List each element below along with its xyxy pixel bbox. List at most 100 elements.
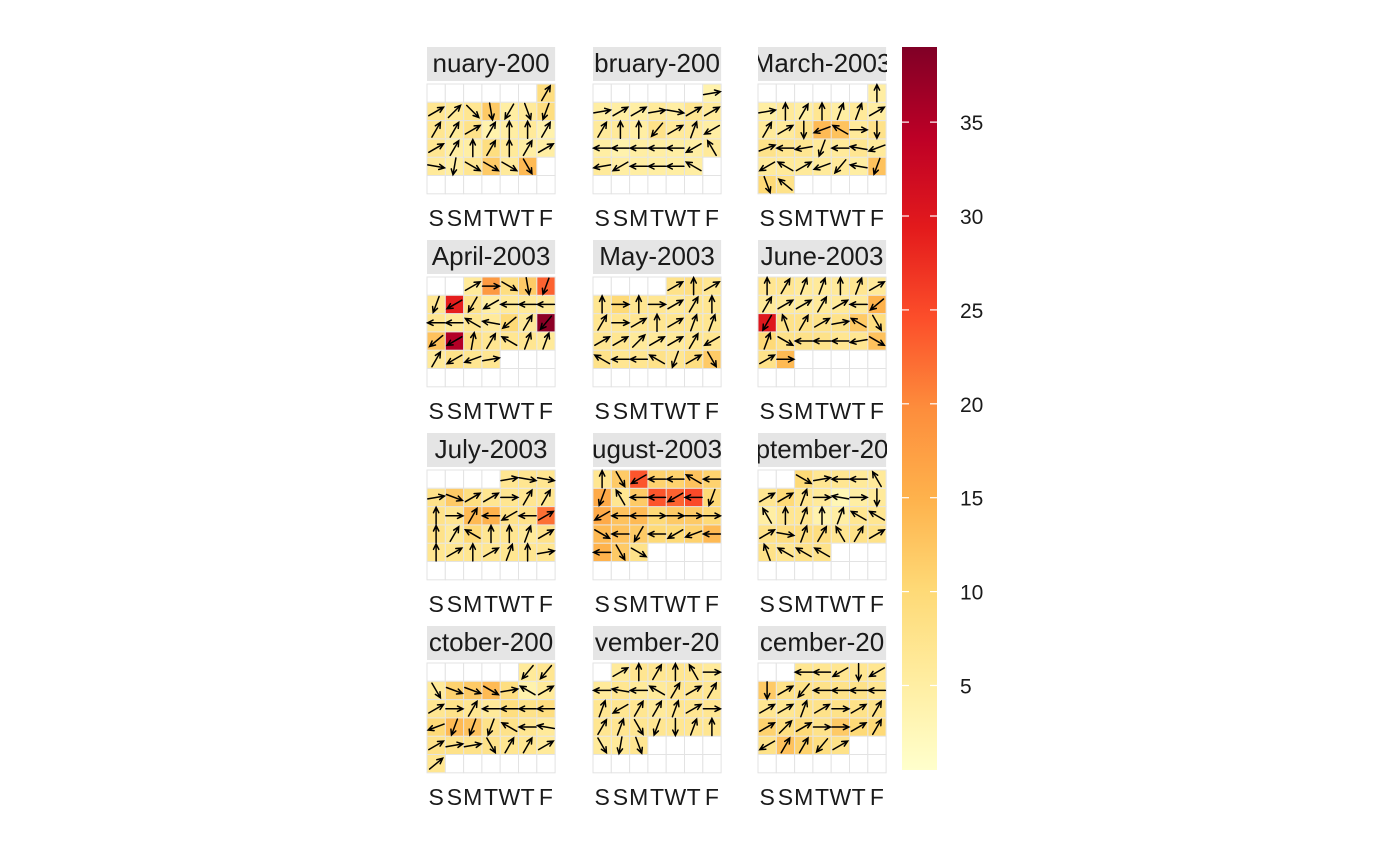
weekday-label: W [498,398,520,424]
weekday-label: S [594,784,609,810]
legend-colour-bar [902,47,937,770]
calendar-empty-cell [666,736,684,754]
calendar-empty-cell [427,663,445,681]
calendar-empty-cell [758,470,776,488]
weekday-label: T [815,784,829,810]
weekday-label: S [613,398,628,424]
legend-tick-label: 25 [960,300,983,323]
calendar-empty-cell [427,84,445,102]
calendar-empty-cell [630,369,648,387]
calendar-empty-cell [666,176,684,194]
weekday-label: W [664,591,686,617]
calendar-empty-cell [427,176,445,194]
calendar-empty-cell [666,562,684,580]
calendar-empty-cell [813,369,831,387]
weekday-label: S [447,784,462,810]
calendar-empty-cell [427,470,445,488]
calendar-empty-cell [482,755,500,773]
calendar-empty-cell [758,369,776,387]
calendar-empty-cell [630,562,648,580]
calendar-empty-cell [666,369,684,387]
month-panel: bruary-200S S M T W T F [593,47,721,231]
calendar-empty-cell [868,176,886,194]
weekday-label: S [778,591,793,617]
weekday-label: F [705,784,719,810]
calendar-empty-cell [427,562,445,580]
calendar-empty-cell [427,277,445,295]
calendar-empty-cell [758,562,776,580]
weekday-label: T [650,398,664,424]
calendar-empty-cell [445,176,463,194]
legend-tick-label: 5 [960,675,972,698]
calendar-empty-cell [464,369,482,387]
panel-title: March-2003 [753,48,892,78]
calendar-empty-cell [537,350,555,368]
calendar-empty-cell [685,369,703,387]
weekday-label: S [778,784,793,810]
weekday-label: S [594,398,609,424]
calendar-empty-cell [519,350,537,368]
calendar-empty-cell [831,350,849,368]
weekday-label: M [794,784,813,810]
weekday-label: T [852,591,866,617]
weekday-label: M [463,784,482,810]
weekday-label: S [778,398,793,424]
month-panel: ugust-2003S S M T W T F [592,433,722,617]
weekday-label: F [539,591,553,617]
panel-title: cember-20 [760,627,884,657]
calendar-empty-cell [482,369,500,387]
month-panel: April-2003S S M T W T F [427,240,555,424]
calendar-empty-cell [850,84,868,102]
calendar-empty-cell [630,755,648,773]
calendar-empty-cell [850,562,868,580]
weekday-label: F [870,784,884,810]
calendar-empty-cell [850,755,868,773]
calendar-empty-cell [703,736,721,754]
calendar-empty-cell [464,562,482,580]
calendar-empty-cell [593,176,611,194]
calendar-empty-cell [593,277,611,295]
calendar-empty-cell [445,369,463,387]
calendar-empty-cell [831,369,849,387]
weekday-label: T [852,205,866,231]
calendar-empty-cell [630,277,648,295]
calendar-empty-cell [500,755,518,773]
weekday-label: T [815,398,829,424]
calendar-empty-cell [593,755,611,773]
calendar-empty-cell [537,176,555,194]
calendar-empty-cell [648,736,666,754]
weekday-label: T [815,591,829,617]
weekday-label: M [629,591,648,617]
calendar-empty-cell [482,176,500,194]
calendar-empty-cell [611,562,629,580]
weekday-label: F [539,398,553,424]
calendar-empty-cell [445,755,463,773]
month-panel: March-2003S S M T W T F [753,47,892,231]
calendar-empty-cell [593,562,611,580]
calendar-empty-cell [831,755,849,773]
calendar-empty-cell [795,350,813,368]
panel-title: nuary-200 [433,48,550,78]
weekday-label: S [447,591,462,617]
calendar-empty-cell [868,369,886,387]
calendar-empty-cell [685,562,703,580]
weekday-label: F [870,205,884,231]
calendar-empty-cell [519,84,537,102]
weekday-label: S [594,205,609,231]
calendar-empty-cell [850,543,868,561]
calendar-empty-cell [831,562,849,580]
weekday-label: T [687,784,701,810]
weekday-label: M [629,205,648,231]
calendar-empty-cell [703,562,721,580]
calendar-empty-cell [482,470,500,488]
month-panel: cember-20S S M T W T F [758,626,886,810]
weekday-label: W [829,784,851,810]
calendar-empty-cell [868,350,886,368]
month-panel: vember-20S S M T W T F [593,626,721,810]
weekday-label: S [447,205,462,231]
weekday-label: F [539,784,553,810]
weekday-label: S [613,205,628,231]
calendar-empty-cell [685,543,703,561]
